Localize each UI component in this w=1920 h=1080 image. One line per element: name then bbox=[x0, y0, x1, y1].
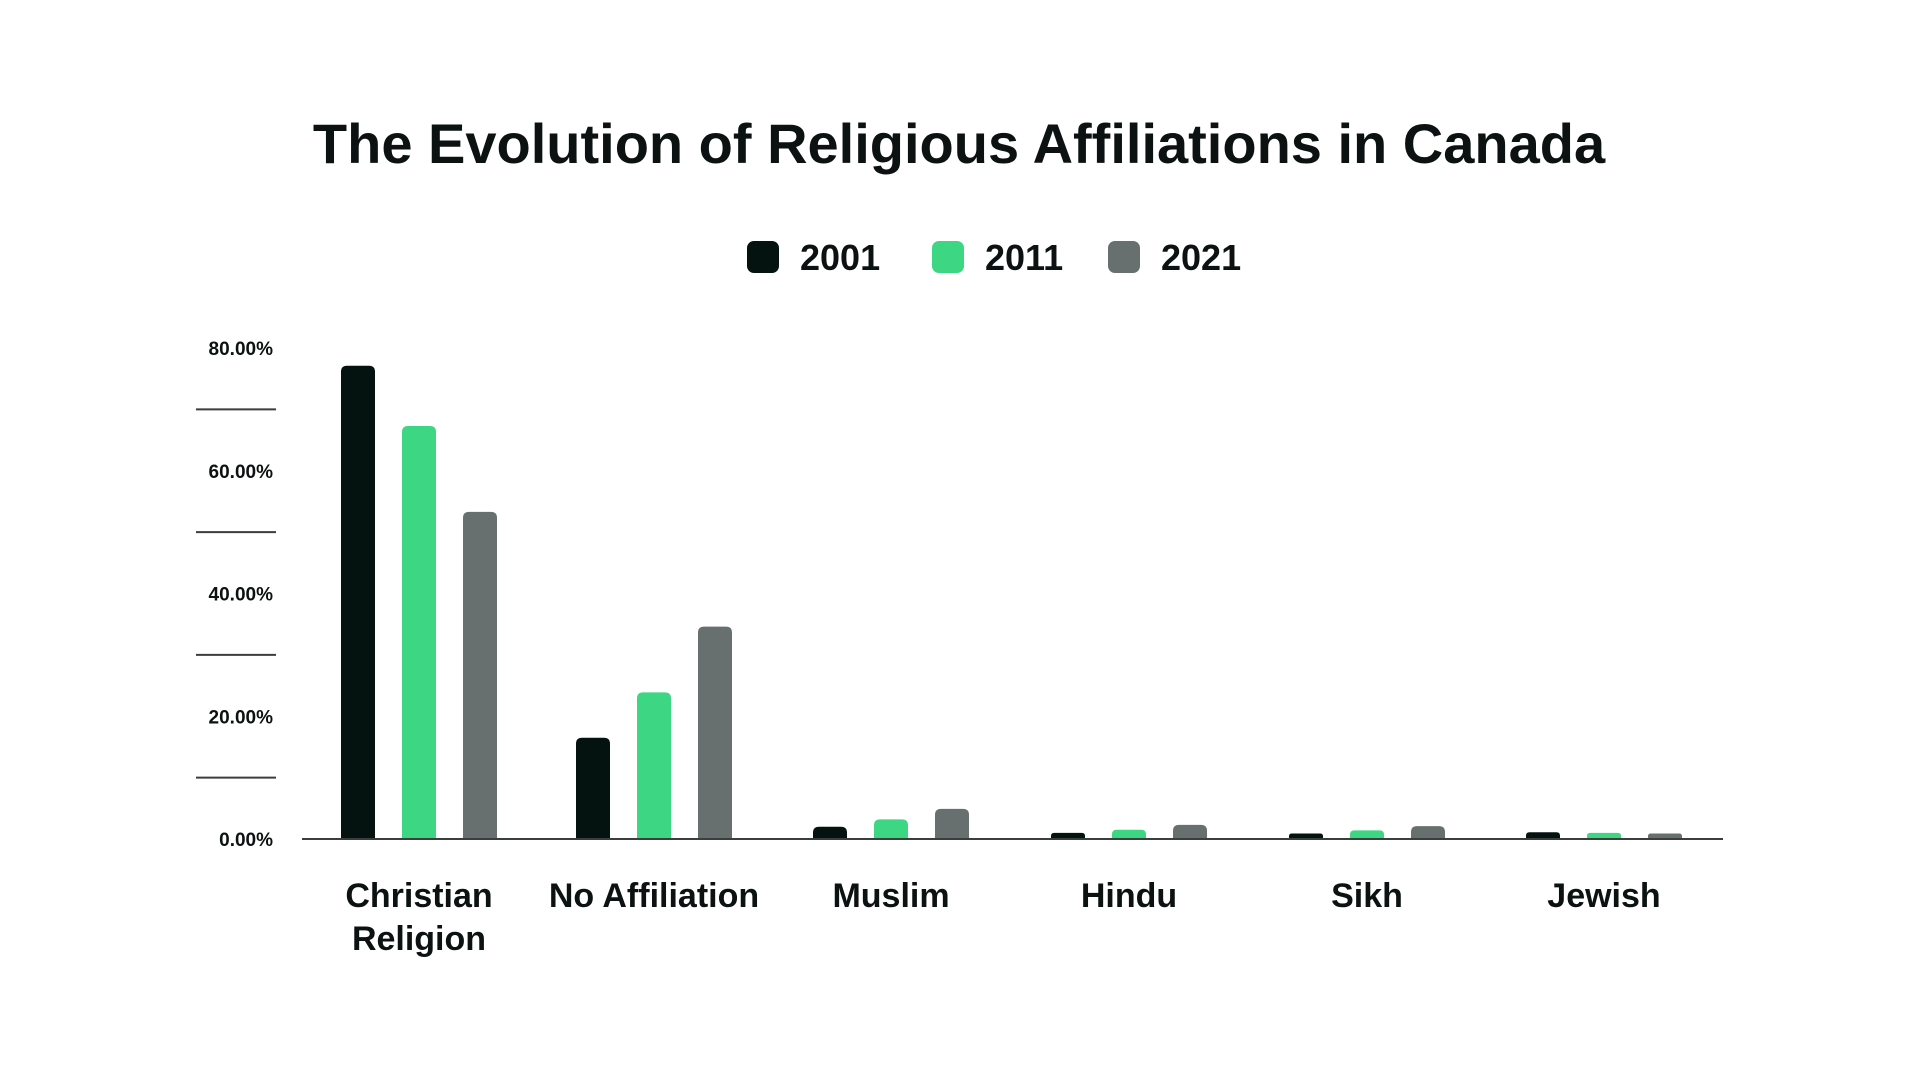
bar-2001 bbox=[576, 737, 610, 839]
bars bbox=[341, 365, 1682, 839]
chart-title: The Evolution of Religious Affiliations … bbox=[313, 112, 1606, 175]
bar-2021 bbox=[1173, 824, 1207, 839]
x-category-label: Muslim bbox=[832, 877, 949, 915]
x-category-label: Christian bbox=[345, 877, 492, 915]
bar-2001 bbox=[813, 826, 847, 839]
x-category-label: Jewish bbox=[1547, 877, 1660, 915]
x-category-label: Hindu bbox=[1081, 877, 1177, 915]
bar-2011 bbox=[402, 425, 436, 839]
bar-2021 bbox=[698, 626, 732, 839]
bar-2001 bbox=[1051, 832, 1085, 839]
legend-swatch-2021 bbox=[1108, 241, 1140, 273]
legend-swatch-2001 bbox=[747, 241, 779, 273]
bar-2011 bbox=[1587, 832, 1621, 839]
y-tick-label: 0.00% bbox=[219, 830, 273, 851]
x-category-label: Sikh bbox=[1331, 877, 1403, 915]
bar-2021 bbox=[935, 808, 969, 839]
legend: 2001 2011 2021 bbox=[747, 237, 1241, 278]
y-tick-label: 20.00% bbox=[209, 707, 274, 728]
bar-2021 bbox=[1411, 826, 1445, 839]
bar-2011 bbox=[874, 819, 908, 839]
bar-2001 bbox=[341, 365, 375, 839]
legend-label-2021: 2021 bbox=[1161, 237, 1241, 278]
bar-2011 bbox=[1112, 829, 1146, 839]
x-axis: Christian Religion No Affiliation Muslim Hin… bbox=[302, 838, 1723, 958]
legend-label-2011: 2011 bbox=[985, 237, 1063, 278]
x-category-label: Religion bbox=[352, 920, 486, 958]
bar-2001 bbox=[1526, 832, 1560, 839]
bar-2001 bbox=[1289, 833, 1323, 839]
y-axis: 0.00% 20.00% 40.00% 60.00% 80.00% bbox=[196, 339, 276, 851]
y-tick-label: 80.00% bbox=[209, 339, 274, 360]
bar-2011 bbox=[637, 692, 671, 839]
bar-2021 bbox=[1648, 833, 1682, 839]
y-tick-label: 60.00% bbox=[209, 462, 274, 483]
y-tick-label: 40.00% bbox=[209, 585, 274, 606]
legend-swatch-2011 bbox=[932, 241, 964, 273]
x-category-label: No Affiliation bbox=[549, 877, 759, 915]
bar-2021 bbox=[463, 511, 497, 839]
legend-label-2001: 2001 bbox=[800, 237, 880, 278]
bar-2011 bbox=[1350, 830, 1384, 839]
